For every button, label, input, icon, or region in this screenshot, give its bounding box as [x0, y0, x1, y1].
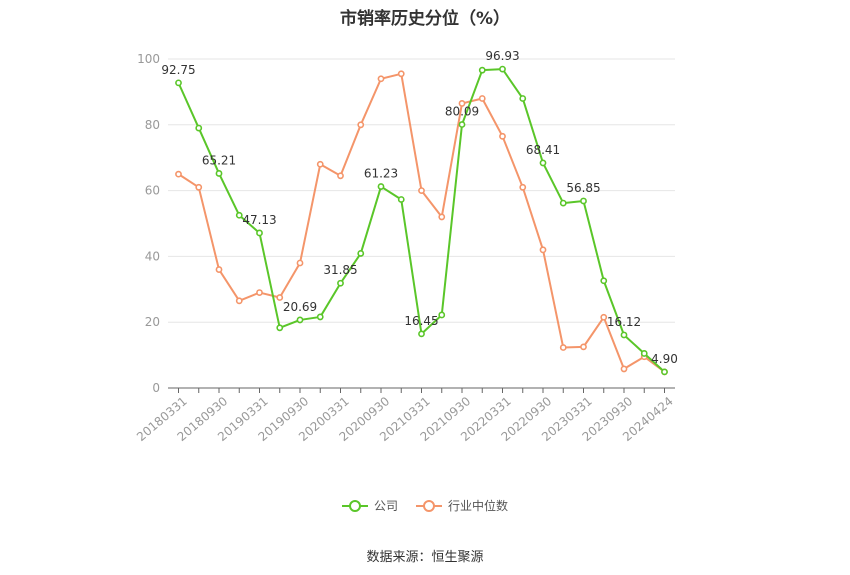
y-tick-label: 40	[145, 249, 160, 263]
data-point-company	[235, 211, 243, 219]
data-point-company	[276, 324, 284, 332]
data-label: 4.90	[651, 352, 678, 366]
data-point-industry	[235, 297, 243, 305]
chart-legend: 公司 行业中位数	[0, 497, 850, 514]
data-point-company	[620, 331, 628, 339]
data-point-company	[499, 65, 506, 73]
data-point-company	[478, 66, 486, 74]
data-label: 61.23	[364, 167, 398, 181]
data-point-industry	[519, 183, 527, 191]
data-point-industry	[296, 259, 304, 267]
chart-title: 市销率历史分位（%）	[339, 9, 511, 29]
data-point-company	[418, 330, 425, 338]
data-point-company	[580, 197, 587, 205]
data-label: 92.75	[161, 63, 195, 77]
data-point-industry	[499, 132, 506, 140]
data-point-company	[458, 121, 466, 128]
data-point-industry	[215, 266, 223, 273]
legend-label-industry: 行业中位数	[448, 499, 509, 513]
data-point-company	[175, 79, 182, 87]
data-label: 56.85	[566, 181, 600, 195]
data-point-industry	[397, 70, 405, 78]
data-point-industry	[256, 289, 263, 296]
data-point-industry	[377, 75, 385, 83]
data-point-industry	[316, 160, 324, 168]
data-point-industry	[438, 213, 446, 221]
data-label: 31.85	[323, 263, 357, 277]
data-point-company	[539, 159, 547, 167]
data-point-company	[438, 311, 446, 319]
y-tick-label: 0	[152, 381, 160, 395]
legend-item-company[interactable]: 公司	[341, 497, 398, 514]
y-tick-label: 60	[145, 184, 160, 198]
legend-item-industry[interactable]: 行业中位数	[416, 497, 508, 514]
data-point-company	[661, 368, 668, 376]
y-tick-label: 100	[137, 52, 160, 66]
y-tick-label: 80	[145, 118, 160, 132]
y-tick-label: 20	[145, 315, 160, 329]
data-label: 47.13	[242, 213, 276, 227]
data-label: 16.12	[607, 315, 641, 329]
data-point-industry	[337, 172, 344, 180]
data-point-industry	[539, 246, 547, 254]
data-point-industry	[195, 183, 203, 191]
data-label: 20.69	[283, 300, 317, 314]
data-point-company	[316, 313, 324, 321]
data-point-company	[397, 196, 405, 203]
data-source-note: 数据来源：恒生聚源	[366, 550, 484, 565]
data-label: 65.21	[202, 153, 236, 167]
data-point-company	[600, 277, 608, 285]
data-point-industry	[276, 294, 284, 301]
data-point-company	[377, 183, 385, 190]
legend-swatch-company	[341, 499, 368, 512]
data-point-company	[337, 279, 344, 287]
data-point-company	[256, 229, 263, 237]
legend-label-company: 公司	[373, 499, 398, 513]
data-point-industry	[620, 365, 628, 373]
data-point-industry	[175, 170, 182, 178]
line-chart: 0204060801002018033120180930201903312019…	[134, 49, 678, 444]
data-point-company	[296, 316, 304, 324]
data-label: 68.41	[526, 143, 560, 157]
legend-swatch-industry	[416, 499, 442, 512]
data-point-company	[195, 124, 203, 132]
data-label: 96.93	[485, 49, 519, 63]
data-point-industry	[458, 100, 466, 107]
data-point-company	[215, 170, 223, 177]
data-point-company	[519, 95, 527, 102]
data-point-industry	[600, 313, 608, 321]
data-point-industry	[357, 121, 365, 129]
data-point-industry	[559, 344, 567, 351]
data-point-company	[559, 199, 567, 207]
data-point-industry	[478, 95, 486, 102]
data-label: 80.09	[445, 105, 479, 119]
data-point-company	[357, 250, 365, 257]
data-point-company	[640, 350, 648, 357]
data-point-industry	[418, 187, 425, 194]
data-point-industry	[580, 343, 587, 351]
data-label: 16.45	[404, 314, 438, 328]
